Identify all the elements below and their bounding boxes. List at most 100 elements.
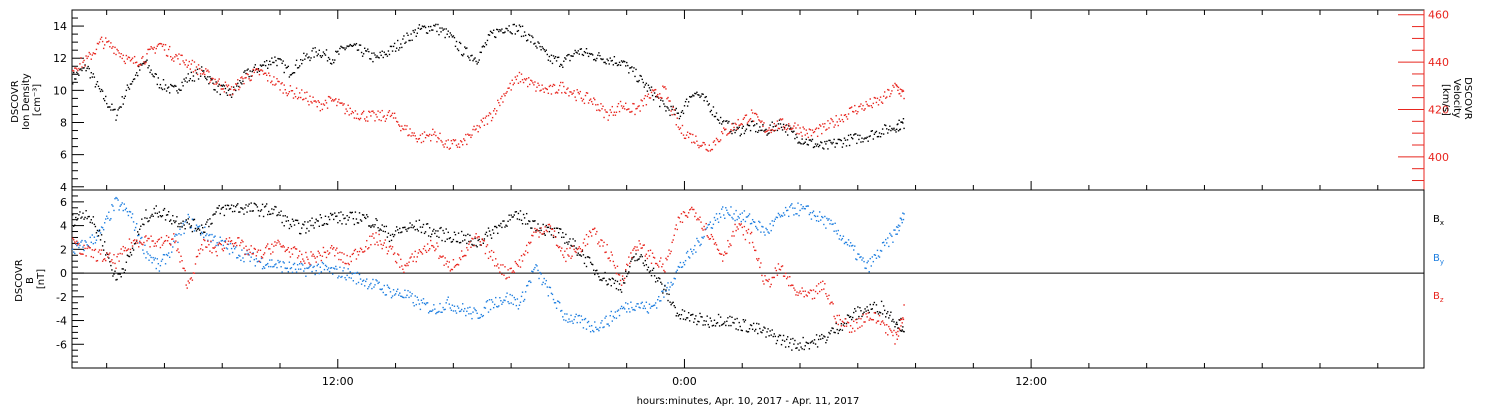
- by-point: [368, 286, 370, 288]
- velocity-point: [240, 77, 242, 79]
- bx-point: [521, 223, 524, 225]
- bz-point: [876, 320, 879, 322]
- bottom-y-tick-label: 0: [60, 267, 67, 280]
- velocity-point: [846, 118, 849, 120]
- bz-point: [114, 262, 116, 265]
- bx-point: [548, 230, 551, 233]
- ion-density-point: [877, 135, 880, 138]
- velocity-point: [162, 43, 165, 46]
- ion-density-point: [369, 58, 371, 60]
- velocity-point: [337, 101, 339, 103]
- bx-point: [200, 224, 203, 226]
- bx-point: [614, 279, 617, 282]
- ion-density-point: [631, 66, 633, 68]
- bz-point: [838, 314, 840, 317]
- by-point: [195, 224, 198, 226]
- velocity-point: [271, 80, 273, 82]
- velocity-point: [92, 52, 95, 54]
- by-point: [285, 267, 287, 270]
- ion-density-point: [288, 76, 291, 78]
- by-point: [454, 310, 457, 312]
- velocity-point: [86, 57, 88, 60]
- velocity-point: [456, 146, 459, 148]
- bz-point: [540, 227, 542, 229]
- ion-density-point: [701, 93, 703, 95]
- bz-point: [458, 257, 461, 259]
- bz-point: [401, 265, 403, 267]
- ion-density-point: [349, 43, 351, 46]
- bx-point: [162, 209, 165, 211]
- by-point: [693, 249, 695, 251]
- ion-density-point: [489, 30, 492, 33]
- bz-point: [156, 240, 159, 243]
- ion-density-point: [451, 36, 454, 38]
- by-point: [830, 219, 832, 222]
- by-point: [847, 239, 850, 241]
- bz-point: [318, 252, 320, 254]
- by-point: [573, 318, 575, 321]
- by-point: [282, 261, 284, 263]
- ion-density-point: [547, 59, 550, 61]
- bx-point: [261, 203, 264, 206]
- velocity-point: [316, 105, 318, 108]
- ion-density-point: [380, 54, 382, 57]
- bz-point: [665, 257, 667, 260]
- bz-point: [807, 291, 810, 293]
- legend-bz-main: B: [1433, 291, 1440, 302]
- bx-point: [556, 227, 559, 229]
- bz-point: [799, 290, 801, 292]
- by-point: [101, 227, 104, 229]
- bz-point: [544, 226, 546, 228]
- by-point: [836, 233, 838, 235]
- bx-point: [868, 311, 870, 314]
- bx-point: [610, 284, 612, 287]
- ion-density-point: [758, 129, 760, 132]
- bz-point: [130, 242, 133, 244]
- by-point: [132, 221, 135, 223]
- bx-point: [895, 321, 898, 324]
- bx-point: [262, 215, 265, 218]
- bx-point: [142, 223, 144, 225]
- velocity-point: [792, 127, 794, 129]
- ion-density-point: [542, 47, 544, 50]
- by-point: [286, 267, 289, 269]
- ion-density-point: [334, 59, 336, 61]
- bx-point: [84, 216, 86, 219]
- velocity-point: [194, 69, 197, 72]
- ion-density-point: [636, 80, 638, 83]
- bx-point: [679, 318, 682, 320]
- bz-point: [177, 248, 179, 250]
- bz-point: [636, 246, 638, 248]
- by-point: [151, 262, 153, 264]
- by-point: [294, 268, 297, 271]
- bx-point: [800, 346, 802, 348]
- by-point: [818, 211, 821, 213]
- velocity-point: [634, 113, 636, 116]
- ion-density-point: [759, 126, 761, 128]
- velocity-point: [175, 53, 177, 56]
- velocity-point: [380, 119, 382, 122]
- by-point: [734, 219, 736, 222]
- ion-density-point: [599, 54, 601, 57]
- bx-point: [353, 223, 356, 226]
- by-point: [202, 232, 204, 235]
- ion-density-point: [608, 63, 610, 65]
- by-point: [218, 241, 220, 244]
- bz-point: [846, 321, 849, 323]
- bz-point: [811, 298, 814, 300]
- bx-point: [138, 233, 140, 236]
- bx-point: [380, 229, 382, 231]
- bx-point: [857, 306, 859, 308]
- ion-density-point: [496, 28, 498, 31]
- ion-density-point: [433, 24, 435, 27]
- ion-density-point: [523, 31, 526, 33]
- ion-density-point: [422, 26, 425, 28]
- bx-point: [694, 318, 696, 320]
- velocity-point: [670, 110, 672, 112]
- bx-point: [684, 318, 687, 321]
- by-point: [380, 288, 382, 291]
- by-point: [450, 309, 453, 311]
- bz-point: [873, 312, 876, 314]
- bz-point: [399, 266, 401, 268]
- bz-point: [774, 267, 777, 269]
